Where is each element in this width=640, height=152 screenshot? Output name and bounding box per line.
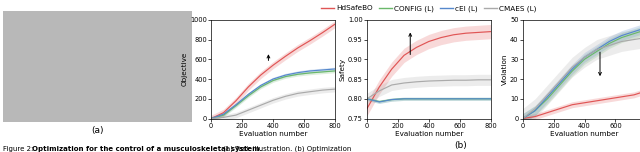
Text: Optimization for the control of a musculoskeletal system.: Optimization for the control of a muscul…	[32, 146, 262, 152]
X-axis label: Evaluation number: Evaluation number	[239, 131, 307, 137]
Text: (a): (a)	[92, 126, 104, 135]
X-axis label: Evaluation number: Evaluation number	[394, 131, 463, 137]
Y-axis label: Objective: Objective	[182, 52, 188, 86]
Y-axis label: Safety: Safety	[340, 58, 346, 81]
X-axis label: Evaluation number: Evaluation number	[550, 131, 619, 137]
Legend: HdSafeBO, CONFIG (L), cEI (L), CMAES (L): HdSafeBO, CONFIG (L), cEI (L), CMAES (L)	[318, 2, 540, 14]
Y-axis label: Violation: Violation	[502, 54, 508, 85]
Text: (b): (b)	[454, 142, 467, 150]
Text: (a) Task illustration. (b) Optimization: (a) Task illustration. (b) Optimization	[221, 145, 351, 152]
Text: Figure 2:: Figure 2:	[3, 146, 36, 152]
